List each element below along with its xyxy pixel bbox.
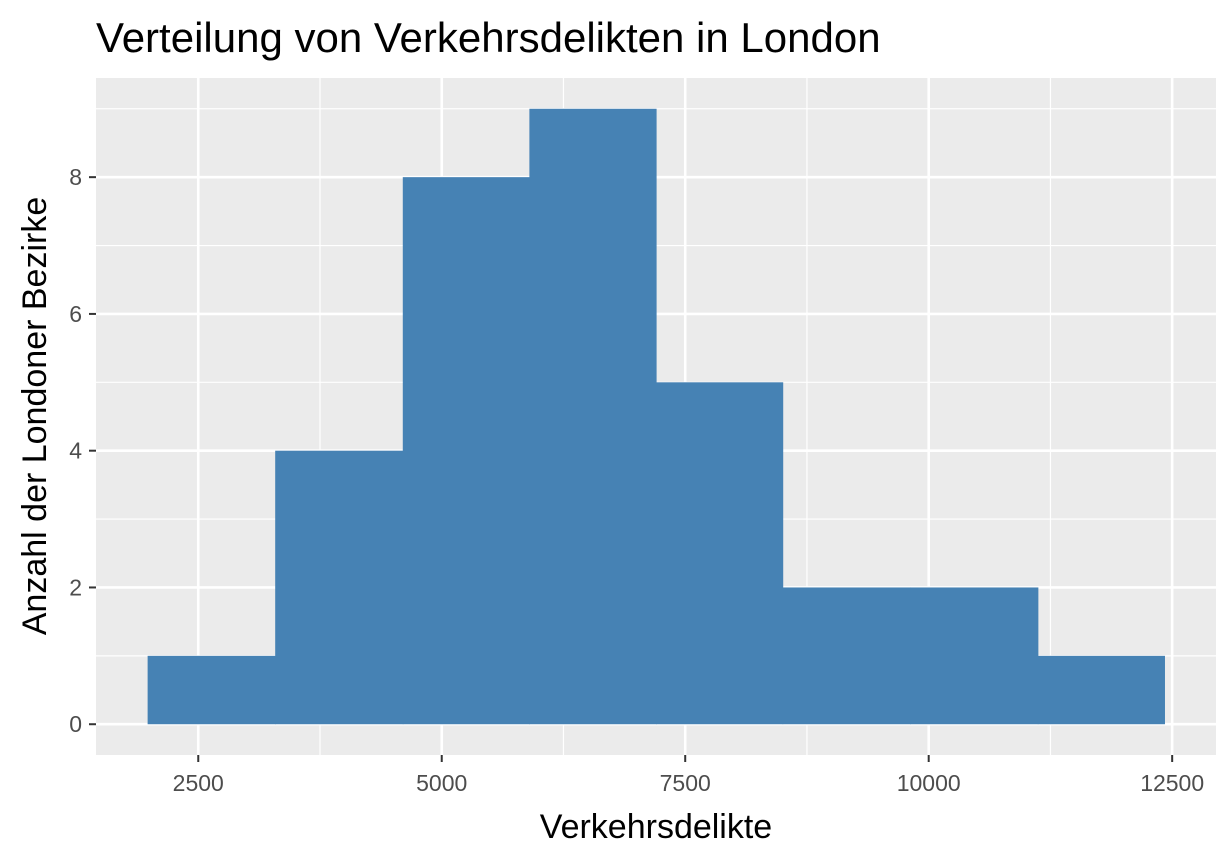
histogram-bar	[1037, 655, 1165, 725]
y-tick-label: 2	[69, 574, 82, 600]
x-tick-label: 10000	[897, 770, 961, 796]
histogram-bar	[656, 382, 784, 725]
histogram-bar	[402, 177, 530, 725]
histogram-bar	[529, 108, 657, 725]
x-tick-label: 5000	[416, 770, 467, 796]
histogram-bar	[782, 587, 911, 725]
histogram-bar	[147, 655, 276, 725]
y-axis-title: Anzahl der Londoner Bezirke	[16, 197, 54, 636]
x-axis-title: Verkehrsdelikte	[540, 808, 772, 846]
histogram-bar	[275, 450, 404, 725]
y-tick-label: 4	[69, 438, 82, 464]
x-tick-label: 2500	[173, 770, 224, 796]
x-tick-label: 7500	[660, 770, 711, 796]
chart-title: Verteilung von Verkehrsdelikten in Londo…	[96, 14, 881, 61]
histogram-bars	[147, 108, 1165, 725]
x-axis-ticks: 2500 5000 7500 10000 12500	[173, 755, 1204, 796]
y-tick-label: 0	[69, 711, 82, 737]
y-axis-ticks: 0 2 4 6 8	[69, 164, 96, 737]
y-tick-label: 6	[69, 301, 82, 327]
y-tick-label: 8	[69, 164, 82, 190]
x-tick-label: 12500	[1140, 770, 1204, 796]
histogram-bar	[910, 587, 1039, 725]
